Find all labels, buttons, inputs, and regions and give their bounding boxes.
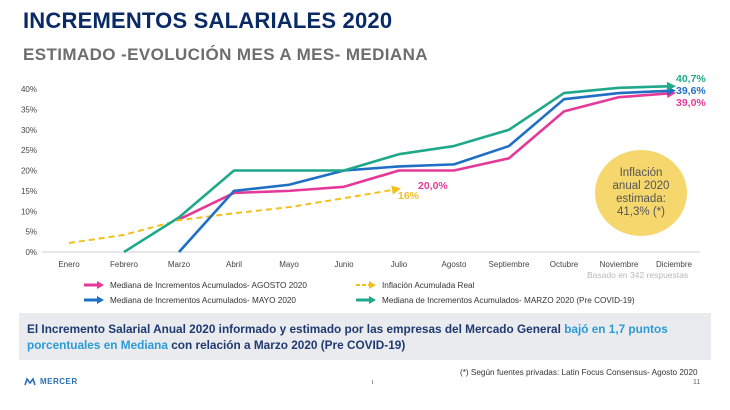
- responses-note: Basado en 342 respuestas: [587, 270, 689, 280]
- legend-label-agosto: Mediana de Incrementos Acumulados- AGOST…: [110, 280, 307, 290]
- annotation-line-3: estimada:: [616, 193, 666, 205]
- legend-item-marzo: Mediana de Incrementos Acumulados- MARZO…: [355, 295, 635, 305]
- x-tick-label: Febrero: [110, 260, 139, 269]
- data-label: 39,0%: [676, 97, 706, 109]
- x-tick-label: Noviembre: [600, 260, 639, 269]
- legend-item-inflacion: Inflación Acumulada Real: [355, 280, 474, 290]
- series-arrowhead-1: [391, 185, 401, 195]
- summary-part-2: con relación a Marzo 2020 (Pre COVID-19): [167, 338, 406, 352]
- series-line-1: [68, 189, 393, 245]
- data-label: 39,6%: [676, 85, 706, 97]
- y-tick-label: 35%: [21, 105, 37, 114]
- summary-highlight: bajó en 1,7 puntos porcentuales en Media…: [27, 322, 668, 352]
- y-tick-label: 0%: [25, 248, 37, 257]
- mercer-logo-icon: [24, 377, 36, 386]
- y-tick-label: 25%: [21, 146, 37, 155]
- y-tick-label: 5%: [25, 228, 37, 237]
- legend-item-mayo: Mediana de Incrementos Acumulados- MAYO …: [83, 295, 296, 305]
- series-arrowhead-3: [666, 81, 676, 91]
- data-label: 16%: [398, 190, 420, 202]
- summary-box: El Incremento Salarial Anual 2020 inform…: [19, 313, 711, 360]
- legend-item-agosto: Mediana de Incrementos Acumulados- AGOST…: [83, 280, 307, 290]
- x-tick-label: Junio: [334, 260, 354, 269]
- y-tick-label: 20%: [21, 167, 37, 176]
- data-label: 40,7%: [676, 73, 706, 85]
- x-tick-label: Diciembre: [656, 260, 693, 269]
- x-tick-label: Octubre: [550, 260, 579, 269]
- annotation-line-1: Inflación: [619, 167, 663, 179]
- legend-label-mayo: Mediana de Incrementos Acumulados- MAYO …: [110, 295, 296, 305]
- y-tick-label: 10%: [21, 207, 37, 216]
- series-line-3: [123, 85, 668, 254]
- chart-title: INCREMENTOS SALARIALES 2020: [23, 8, 393, 33]
- legend-label-inflacion: Inflación Acumulada Real: [382, 280, 475, 290]
- x-tick-label: Marzo: [168, 260, 191, 269]
- y-tick-label: 15%: [21, 187, 37, 196]
- summary-text: El Incremento Salarial Anual 2020 inform…: [27, 321, 707, 353]
- series-line-2: [178, 89, 668, 253]
- page-number: 11: [693, 379, 701, 386]
- divider-mark: [372, 380, 373, 384]
- chart-subtitle: ESTIMADO -EVOLUCIÓN MES A MES- MEDIANA: [23, 45, 428, 64]
- x-tick-label: Septiembre: [489, 260, 530, 269]
- x-tick-label: Abril: [226, 260, 242, 269]
- inflation-annotation: Inflación anual 2020 estimada: 41,3% (*): [595, 150, 687, 236]
- y-tick-label: 30%: [21, 126, 37, 135]
- legend-arrow-icon: [84, 281, 104, 289]
- x-tick-label: Enero: [58, 260, 80, 269]
- logo-text: MERCER: [40, 377, 78, 386]
- legend-dashed-arrow-icon: [356, 281, 376, 289]
- data-label: 20,0%: [418, 180, 448, 192]
- source-note: (*) Según fuentes privadas: Latin Focus …: [460, 368, 698, 377]
- x-tick-label: Mayo: [279, 260, 299, 269]
- annotation-line-2: anual 2020: [612, 180, 670, 192]
- series-line-0: [178, 92, 668, 221]
- legend-arrow-icon: [356, 296, 376, 304]
- annotation-line-4: 41,3% (*): [617, 206, 665, 218]
- legend-arrow-icon: [84, 296, 104, 304]
- y-tick-label: 40%: [21, 85, 37, 94]
- summary-part-1: El Incremento Salarial Anual 2020 inform…: [27, 322, 565, 336]
- x-tick-label: Agosto: [442, 260, 467, 269]
- x-tick-label: Julio: [391, 260, 408, 269]
- mercer-logo: MERCER: [24, 377, 78, 386]
- legend-label-marzo: Mediana de Incrementos Acumulados- MARZO…: [382, 295, 635, 305]
